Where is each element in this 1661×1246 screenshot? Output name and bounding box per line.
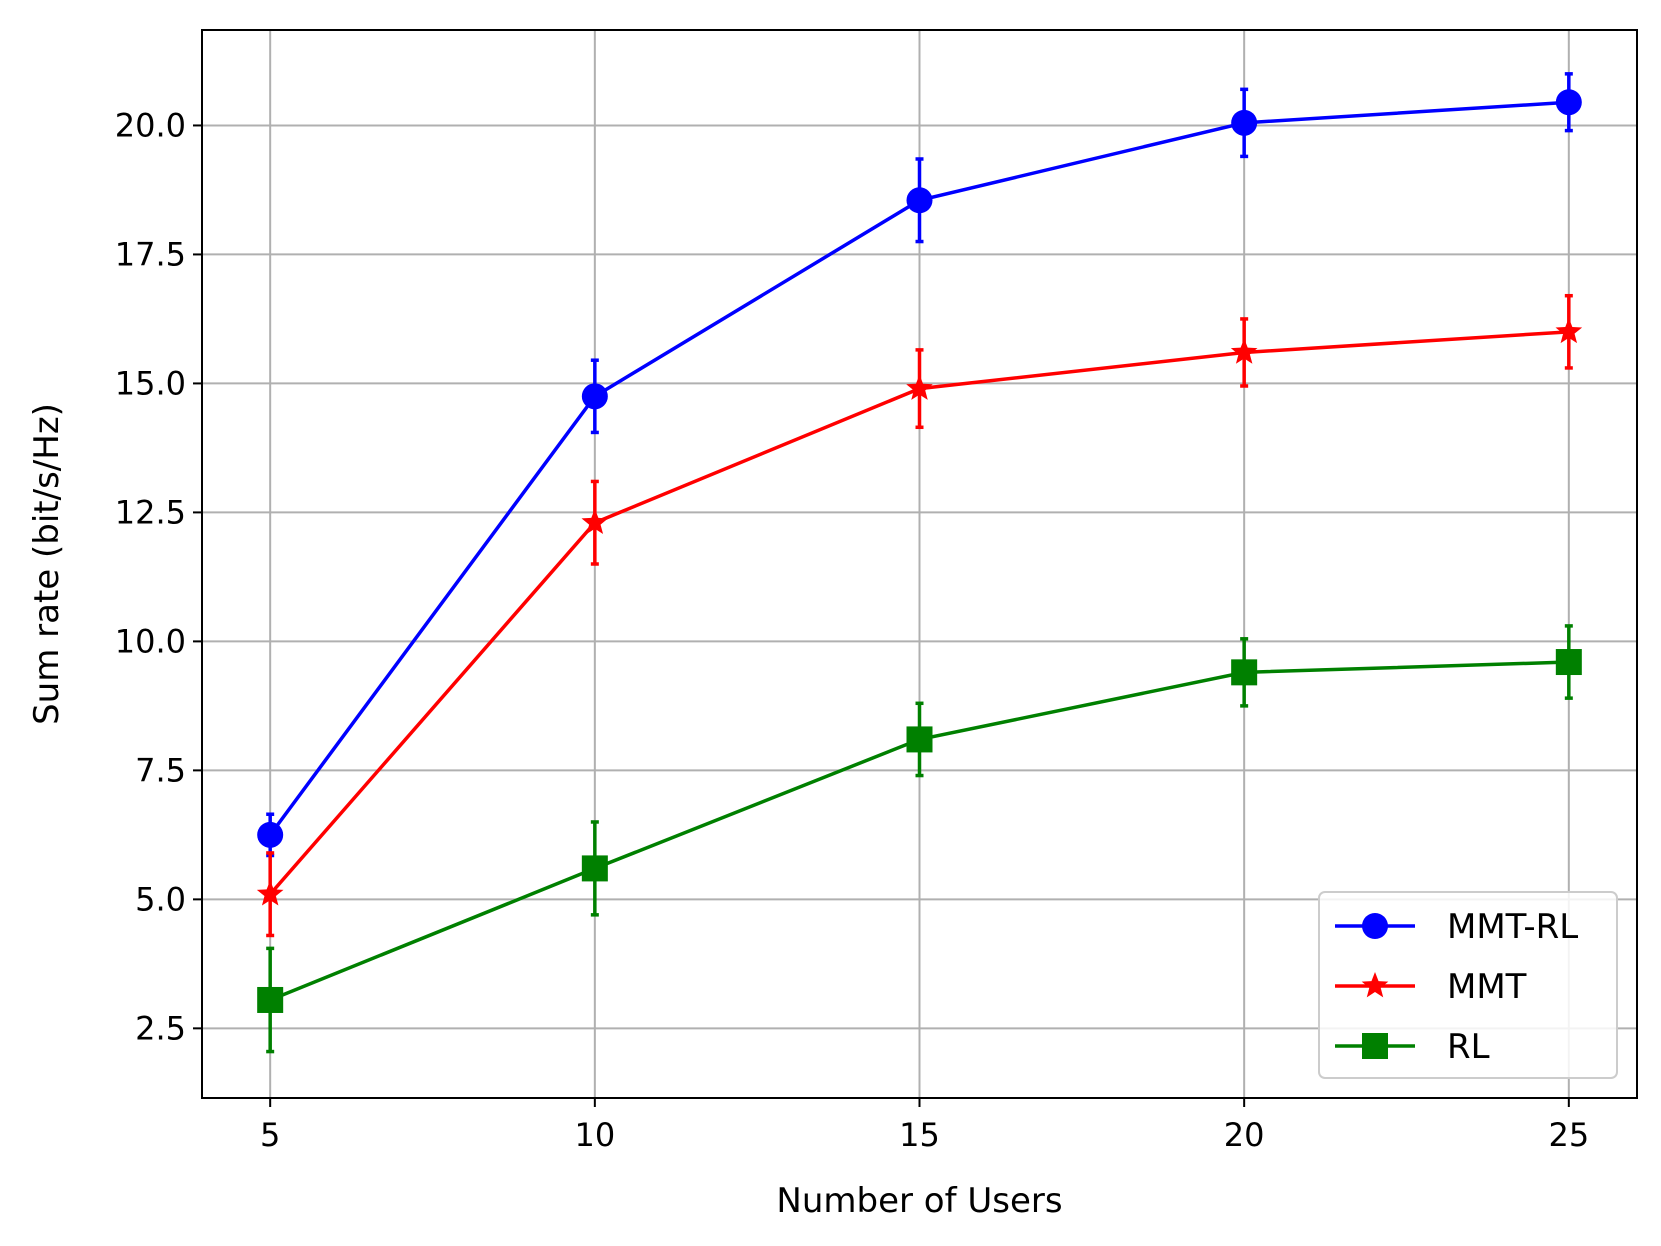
y-tick-label: 10.0 bbox=[115, 622, 186, 660]
data-point bbox=[257, 986, 284, 1013]
data-point bbox=[906, 187, 933, 214]
data-point bbox=[581, 508, 609, 535]
legend-marker bbox=[1362, 1033, 1388, 1059]
legend-marker bbox=[1362, 913, 1388, 939]
data-point bbox=[1555, 649, 1582, 676]
x-tick-label: 20 bbox=[1224, 1116, 1265, 1154]
y-tick-label: 2.5 bbox=[135, 1009, 186, 1047]
legend-label: RL bbox=[1447, 1027, 1490, 1067]
legend-item-mmt-rl: MMT-RL bbox=[1335, 907, 1578, 947]
legend-label: MMT-RL bbox=[1447, 907, 1578, 947]
legend-item-mmt: MMT bbox=[1335, 967, 1527, 1007]
series-mmt bbox=[256, 293, 1583, 938]
data-point bbox=[906, 726, 933, 753]
axis-ticks: 5 10 15 20 25 2.5 5.0 7.5 10.0 12.5 15.0 17.5 20.0 bbox=[115, 106, 1589, 1154]
series-mmt-rl bbox=[257, 72, 1582, 858]
y-axis-label: Sum rate (bit/s/Hz) bbox=[27, 403, 67, 725]
data-point bbox=[256, 880, 284, 906]
series-rl bbox=[257, 624, 1582, 1054]
x-axis-label: Number of Users bbox=[776, 1181, 1062, 1221]
legend-box bbox=[1318, 891, 1618, 1079]
series-layer bbox=[256, 72, 1583, 1054]
y-tick-label: 5.0 bbox=[135, 880, 186, 918]
data-point bbox=[906, 374, 933, 400]
x-tick-label: 15 bbox=[899, 1116, 940, 1154]
y-tick-label: 15.0 bbox=[115, 364, 186, 402]
data-point bbox=[1555, 89, 1582, 116]
legend: MMT-RL MMT RL bbox=[1318, 891, 1618, 1079]
y-tick-label: 17.5 bbox=[115, 235, 186, 273]
legend-label: MMT bbox=[1447, 967, 1527, 1007]
y-tick-label: 12.5 bbox=[115, 493, 186, 531]
data-point bbox=[581, 855, 608, 882]
data-point bbox=[257, 821, 284, 848]
x-tick-label: 25 bbox=[1548, 1116, 1589, 1154]
y-tick-label: 20.0 bbox=[115, 106, 186, 144]
y-tick-label: 7.5 bbox=[135, 751, 186, 789]
x-tick-label: 10 bbox=[574, 1116, 615, 1154]
data-point bbox=[1231, 109, 1258, 136]
x-tick-label: 5 bbox=[260, 1116, 280, 1154]
data-point bbox=[1231, 659, 1258, 686]
data-point bbox=[1555, 317, 1583, 344]
legend-marker bbox=[1361, 972, 1389, 998]
data-point bbox=[581, 383, 608, 410]
legend-item-rl: RL bbox=[1335, 1027, 1490, 1067]
data-point bbox=[1230, 338, 1258, 364]
